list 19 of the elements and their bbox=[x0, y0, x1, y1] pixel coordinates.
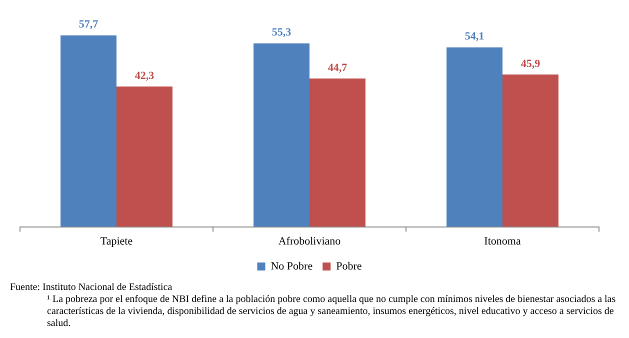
data-label: 44,7 bbox=[328, 62, 348, 74]
bar bbox=[446, 47, 502, 227]
data-label: 54,1 bbox=[464, 30, 484, 43]
bar bbox=[116, 86, 172, 227]
x-tick-label: Afroboliviano bbox=[278, 235, 342, 248]
x-tick-label: Tapiete bbox=[100, 235, 133, 248]
bar bbox=[502, 74, 558, 227]
data-label: 55,3 bbox=[272, 26, 292, 39]
bar bbox=[254, 43, 310, 227]
data-label: 42,3 bbox=[134, 70, 155, 82]
bar bbox=[60, 35, 116, 227]
source-note: Fuente: Instituto Nacional de Estadística bbox=[9, 282, 174, 294]
x-tick-label: Itonoma bbox=[484, 235, 521, 248]
bar bbox=[310, 78, 366, 227]
legend-label: Pobre bbox=[336, 260, 362, 272]
text: ¹ La pobreza por el enfoque de NBI define a la población pobre como aquella que no cumple con mínimos niveles de bienestar asociados a las características de la vivienda, disponibilidad de servicios de agua y saneamiento, insumos energéticos, nivel educativo y acceso a servicios de salud. bbox=[46, 294, 617, 330]
legend-label: No Pobre bbox=[270, 260, 313, 272]
data-label: 45,9 bbox=[520, 58, 541, 70]
data-label: 57,7 bbox=[78, 18, 99, 31]
